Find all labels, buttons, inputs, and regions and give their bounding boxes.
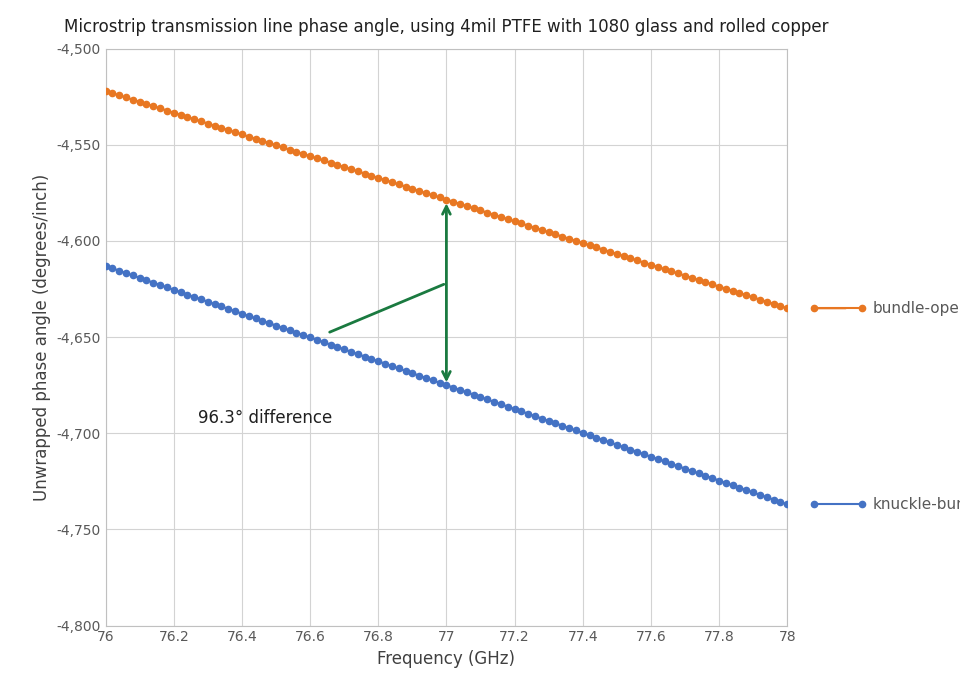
Text: knuckle-bundle: knuckle-bundle xyxy=(873,497,960,512)
Y-axis label: Unwrapped phase angle (degrees/inch): Unwrapped phase angle (degrees/inch) xyxy=(33,174,51,500)
Title: Microstrip transmission line phase angle, using 4mil PTFE with 1080 glass and ro: Microstrip transmission line phase angle… xyxy=(64,18,828,36)
Text: 96.3° difference: 96.3° difference xyxy=(198,409,332,427)
Text: bundle-open: bundle-open xyxy=(873,301,960,316)
X-axis label: Frequency (GHz): Frequency (GHz) xyxy=(377,650,516,668)
